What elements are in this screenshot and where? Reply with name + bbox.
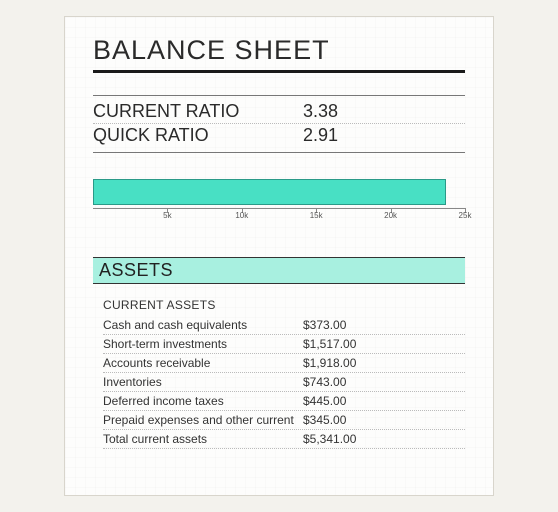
title-rule — [93, 70, 465, 73]
balance-sheet-page: BALANCE SHEET CURRENT RATIO 3.38 QUICK R… — [64, 16, 494, 496]
ratio-label: QUICK RATIO — [93, 124, 303, 147]
asset-row: Accounts receivable $1,918.00 — [103, 354, 465, 373]
asset-row: Prepaid expenses and other current $345.… — [103, 411, 465, 430]
asset-value: $1,918.00 — [303, 354, 393, 372]
ratio-label: CURRENT RATIO — [93, 100, 303, 123]
asset-label: Short-term investments — [103, 335, 303, 353]
asset-value: $1,517.00 — [303, 335, 393, 353]
ratio-block: CURRENT RATIO 3.38 QUICK RATIO 2.91 — [93, 95, 465, 153]
chart-tick-label: 25k — [459, 211, 472, 220]
asset-label: Inventories — [103, 373, 303, 391]
asset-value: $743.00 — [303, 373, 393, 391]
chart-tick-label: 15k — [310, 211, 323, 220]
chart-tick-label: 10k — [235, 211, 248, 220]
ratio-value: 2.91 — [303, 124, 363, 147]
assets-table: CURRENT ASSETS Cash and cash equivalents… — [103, 298, 465, 449]
asset-label: Prepaid expenses and other current — [103, 411, 303, 429]
asset-label: Deferred income taxes — [103, 392, 303, 410]
chart-plot — [93, 175, 465, 209]
page-title: BALANCE SHEET — [93, 35, 465, 70]
ratio-chart: 5k10k15k20k25k — [93, 175, 465, 237]
asset-label: Accounts receivable — [103, 354, 303, 372]
asset-row-total: Total current assets $5,341.00 — [103, 430, 465, 449]
ratio-row: CURRENT RATIO 3.38 — [93, 100, 465, 123]
chart-tick-label: 5k — [163, 211, 171, 220]
chart-bar — [93, 179, 446, 205]
asset-value: $345.00 — [303, 411, 393, 429]
ratio-value: 3.38 — [303, 100, 363, 123]
asset-row: Short-term investments $1,517.00 — [103, 335, 465, 354]
assets-subhead: CURRENT ASSETS — [103, 298, 465, 312]
asset-row: Cash and cash equivalents $373.00 — [103, 316, 465, 335]
asset-row: Deferred income taxes $445.00 — [103, 392, 465, 411]
asset-value: $373.00 — [303, 316, 393, 334]
assets-header: ASSETS — [93, 257, 465, 284]
ratio-row: QUICK RATIO 2.91 — [93, 123, 465, 147]
asset-row: Inventories $743.00 — [103, 373, 465, 392]
chart-tick-label: 20k — [384, 211, 397, 220]
asset-label: Total current assets — [103, 430, 303, 448]
asset-label: Cash and cash equivalents — [103, 316, 303, 334]
asset-value: $445.00 — [303, 392, 393, 410]
asset-value: $5,341.00 — [303, 430, 393, 448]
